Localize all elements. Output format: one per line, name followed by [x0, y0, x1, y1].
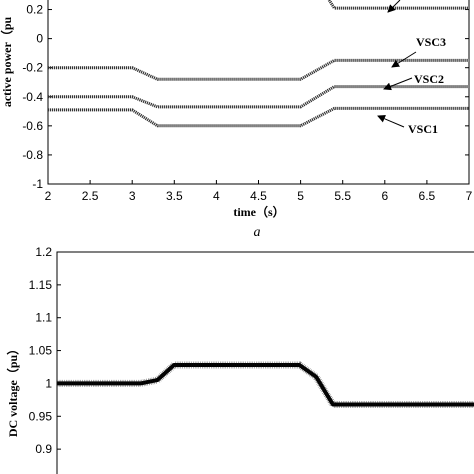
y-tick-label-b: 0.9	[35, 442, 52, 456]
vsc2-label: VSC2	[414, 72, 444, 86]
x-tick-label-a: 5	[297, 189, 304, 203]
top-series-arrow	[387, 0, 401, 13]
vsc2-arrow	[383, 77, 413, 91]
dc-voltage-line	[57, 363, 474, 407]
plot-frame-a	[47, 0, 470, 185]
x-tick-label-a: 6	[381, 189, 388, 203]
series-layer-a	[48, 0, 469, 128]
plot-frame-b	[56, 251, 474, 474]
y-tick-label-a: -0.6	[22, 119, 43, 133]
vsc2-line	[48, 85, 469, 109]
vsc3-label: VSC3	[416, 35, 446, 49]
x-tick-label-a: 2.5	[82, 189, 99, 203]
vsc1-line	[48, 106, 469, 128]
vsc3-arrow	[391, 51, 417, 68]
y-tick-label-a: -1	[32, 177, 43, 191]
y-axis-title-b: DC voltage（pu）	[5, 343, 20, 437]
y-tick-label-a: -0.2	[22, 61, 43, 75]
x-tick-label-a: 6.5	[419, 189, 436, 203]
series-layer-b	[57, 361, 474, 408]
vsc3-line	[48, 58, 469, 81]
x-tick-label-a: 4	[213, 189, 220, 203]
x-axis-a: 2 2.5 3 3.5 4 4.5 5 5.5 6 6.5 7	[45, 180, 473, 203]
vsc1-arrow	[377, 115, 405, 128]
active-power-chart: -1 -0.8 -0.6 -0.4 -0.2 0 0.2 2 2.5 3 3.5 4 4.5 5 5.5 6…	[0, 0, 473, 240]
x-tick-label-a: 5.5	[334, 189, 351, 203]
y-tick-label-b: 0.95	[29, 409, 53, 423]
x-axis-title: time（s）	[233, 204, 284, 219]
x-tick-label-a: 3	[129, 189, 136, 203]
y-tick-label-a: 0.2	[26, 3, 43, 17]
y-tick-label-b: 1.2	[35, 245, 52, 259]
y-tick-label-a: -0.8	[22, 148, 43, 162]
x-tick-label-a: 7	[466, 189, 473, 203]
y-axis-a: -1 -0.8 -0.6 -0.4 -0.2 0 0.2	[22, 3, 469, 191]
y-tick-label-a: 0	[36, 32, 43, 46]
x-tick-label-a: 2	[45, 189, 52, 203]
y-tick-label-b: 1.1	[35, 311, 52, 325]
y-tick-label-b: 1.05	[29, 344, 53, 358]
y-tick-label-b: 1.15	[29, 278, 53, 292]
x-tick-label-a: 4.5	[250, 189, 267, 203]
panel-label-a: a	[254, 225, 261, 240]
vsc1-label: VSC1	[408, 122, 438, 136]
dc-voltage-noise	[57, 361, 474, 408]
y-axis-title-a: active power（pu	[0, 17, 14, 108]
y-tick-label-b: 1	[45, 376, 52, 390]
x-tick-label-a: 3.5	[166, 189, 183, 203]
top-series-line	[327, 0, 469, 10]
y-tick-label-a: -0.4	[22, 90, 43, 104]
